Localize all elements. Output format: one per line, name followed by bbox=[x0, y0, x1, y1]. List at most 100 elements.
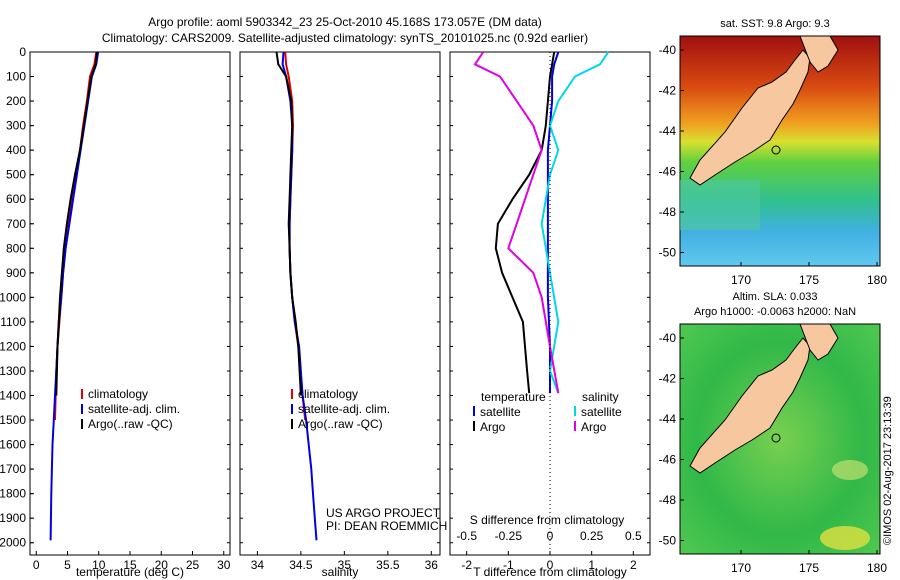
depth-tick-label: 1100 bbox=[0, 315, 26, 329]
title-line1: Argo profile: aoml 5903342_23 25-Oct-201… bbox=[148, 15, 542, 29]
difference-panel: -2 -1 0 1 2T difference from climatology -0.5… bbox=[449, 51, 651, 579]
x-tick-label: 5 bbox=[64, 558, 71, 572]
depth-tick-label: 400 bbox=[6, 143, 26, 157]
s-axis-label: S difference from climatology bbox=[470, 513, 625, 527]
sst-map: sat. SST: 9.8 Argo: 9.3 -40 -42 -44 -46 -48 -… bbox=[659, 18, 888, 287]
depth-tick-label: 200 bbox=[6, 94, 26, 108]
s-tick-label: 0.5 bbox=[625, 529, 642, 543]
map-x-tick-label: 180 bbox=[867, 273, 887, 287]
s-tick-label: 0.25 bbox=[580, 529, 604, 543]
s-tick-label: -0.25 bbox=[495, 529, 523, 543]
timestamp-stamp: ©IMOS 02-Aug-2017 23:13:39 bbox=[882, 396, 894, 545]
salinity-panel: 34 34.5 35 35.5 36 salinity climatologysatelli… bbox=[239, 51, 447, 579]
depth-tick-label: 900 bbox=[6, 266, 26, 280]
sla-map-title: Altim. SLA: 0.033 bbox=[733, 291, 818, 303]
map-x-tick-label: 170 bbox=[731, 561, 751, 575]
depth-tick-label: 1800 bbox=[0, 487, 26, 501]
argo-position-marker-sla bbox=[771, 433, 781, 443]
map-y-tick-label: -50 bbox=[659, 246, 677, 260]
map-y-tick-label: -40 bbox=[659, 43, 677, 57]
title-line2: Climatology: CARS2009. Satellite-adjuste… bbox=[102, 31, 588, 45]
sst-map-title: sat. SST: 9.8 Argo: 9.3 bbox=[720, 18, 829, 30]
x-tick-label: 34.5 bbox=[289, 558, 313, 572]
sla-land bbox=[689, 337, 811, 474]
series-line-s-satellite bbox=[540, 51, 610, 394]
legend-title-salinity: salinity bbox=[582, 390, 619, 404]
x-tick-label: 0 bbox=[33, 558, 40, 572]
x-axis-label: salinity bbox=[322, 565, 359, 579]
sst-warm-patch bbox=[680, 180, 760, 230]
depth-tick-label: 800 bbox=[6, 241, 26, 255]
series-line-t-argo bbox=[494, 51, 556, 394]
x-tick-label: 35 bbox=[338, 558, 352, 572]
depth-tick-label: 1400 bbox=[0, 389, 26, 403]
depth-tick-label: 300 bbox=[6, 119, 26, 133]
series-line-t-satellite bbox=[546, 51, 560, 394]
sla-high-patch2 bbox=[832, 460, 868, 480]
depth-tick-label: 500 bbox=[6, 168, 26, 182]
depth-tick-label: 0 bbox=[19, 45, 26, 59]
x-tick-label: 15 bbox=[123, 558, 137, 572]
map-y-tick-label: -44 bbox=[659, 412, 677, 426]
legend-label: climatology bbox=[298, 387, 358, 401]
map-y-tick-label: -50 bbox=[659, 534, 677, 548]
x-tick-label: 0 bbox=[547, 558, 554, 572]
x-axis-label: temperature (deg C) bbox=[76, 565, 184, 579]
x-tick-label: 34 bbox=[251, 558, 265, 572]
project-annotation: PI: DEAN ROEMMICH bbox=[326, 519, 447, 533]
x-tick-label: 10 bbox=[92, 558, 106, 572]
legend-label: Argo(..raw -QC) bbox=[88, 417, 173, 431]
sst-north-island bbox=[799, 35, 839, 73]
sla-map: Altim. SLA: 0.033 Argo h1000: -0.0063 h2… bbox=[659, 291, 888, 575]
s-tick-label: -0.5 bbox=[456, 529, 477, 543]
legend-label: Argo bbox=[581, 420, 607, 434]
series-line-s-argo bbox=[473, 51, 560, 394]
map-y-tick-label: -48 bbox=[659, 205, 677, 219]
sla-north-island bbox=[799, 323, 839, 361]
depth-tick-label: 1200 bbox=[0, 339, 26, 353]
depth-axis: 0 100 200 300 400 500 600 700 800 900 1000 1100 1200… bbox=[0, 45, 34, 550]
series-line-climatology bbox=[54, 51, 98, 421]
depth-tick-label: 1000 bbox=[0, 290, 26, 304]
x-tick-label: 35.5 bbox=[376, 558, 400, 572]
map-x-tick-label: 175 bbox=[799, 561, 819, 575]
sst-land bbox=[689, 49, 811, 186]
legend-label: Argo bbox=[480, 420, 506, 434]
depth-tick-label: 2000 bbox=[0, 536, 26, 550]
x-tick-label: -1 bbox=[503, 558, 514, 572]
legend-label: climatology bbox=[88, 387, 148, 401]
map-x-tick-label: 175 bbox=[799, 273, 819, 287]
legend-label: satellite-adj. clim. bbox=[88, 402, 180, 416]
legend-title-temperature: temperature bbox=[481, 390, 546, 404]
x-tick-label: -2 bbox=[461, 558, 472, 572]
depth-tick-label: 1900 bbox=[0, 511, 26, 525]
map-y-tick-label: -42 bbox=[659, 84, 677, 98]
map-y-tick-label: -46 bbox=[659, 453, 677, 467]
map-y-tick-label: -46 bbox=[659, 165, 677, 179]
project-annotation: US ARGO PROJECT bbox=[326, 506, 441, 520]
map-y-tick-label: -48 bbox=[659, 493, 677, 507]
depth-tick-label: 700 bbox=[6, 217, 26, 231]
temperature-panel: 0 5 10 15 20 25 30 temperature (deg C) climatolo… bbox=[29, 51, 231, 579]
depth-tick-label: 1600 bbox=[0, 438, 26, 452]
map-y-tick-label: -40 bbox=[659, 331, 677, 345]
argo-position-marker bbox=[771, 145, 781, 155]
x-tick-label: 2 bbox=[630, 558, 637, 572]
x-tick-label: 36 bbox=[425, 558, 439, 572]
depth-tick-label: 1700 bbox=[0, 462, 26, 476]
x-tick-label: 30 bbox=[217, 558, 231, 572]
depth-tick-label: 1500 bbox=[0, 413, 26, 427]
sla-map-title2: Argo h1000: -0.0063 h2000: NaN bbox=[694, 306, 856, 318]
x-tick-label: 1 bbox=[588, 558, 595, 572]
x-axis-label: T difference from climatology bbox=[473, 565, 627, 579]
legend-label: satellite bbox=[581, 405, 622, 419]
depth-tick-label: 600 bbox=[6, 192, 26, 206]
x-tick-label: 20 bbox=[155, 558, 169, 572]
map-x-tick-label: 180 bbox=[867, 561, 887, 575]
series-line-satellite-adj-clim- bbox=[281, 51, 318, 541]
series-line-satellite-adj-clim- bbox=[49, 51, 100, 541]
map-y-tick-label: -44 bbox=[659, 124, 677, 138]
depth-tick-label: 100 bbox=[6, 70, 26, 84]
depth-tick-label: 1300 bbox=[0, 364, 26, 378]
